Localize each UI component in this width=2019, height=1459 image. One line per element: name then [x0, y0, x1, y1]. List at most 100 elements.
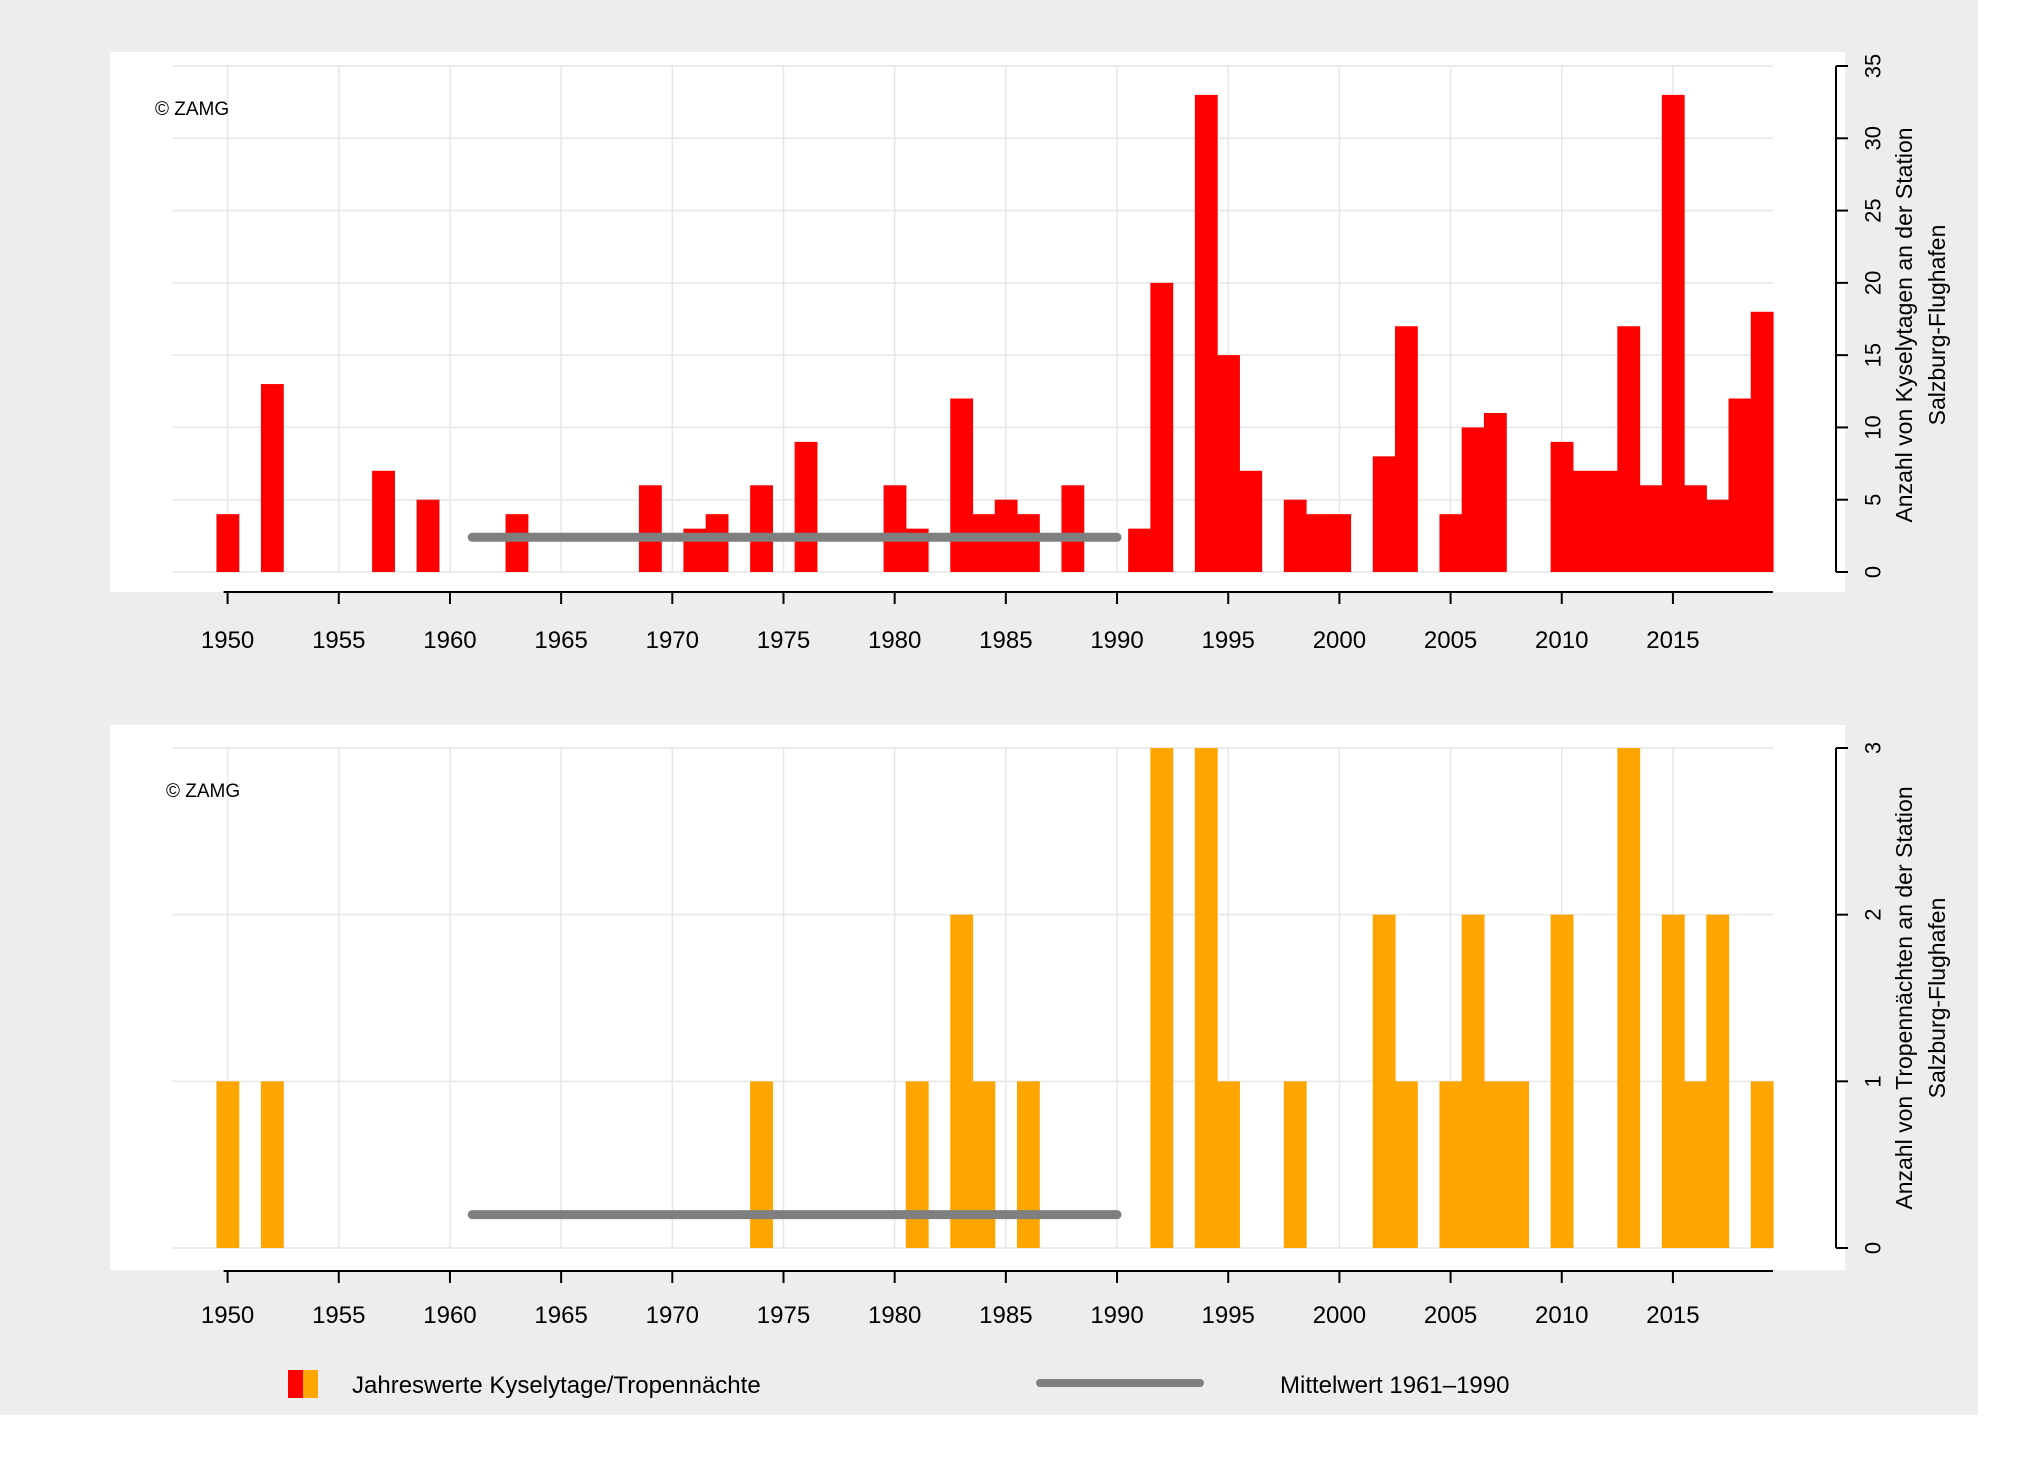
bar-2010	[1550, 914, 1574, 1248]
bar-2010	[1550, 441, 1574, 572]
y-axis-title: Anzahl von Kyselytagen an der Station	[1891, 127, 1917, 522]
bar-2012	[1595, 470, 1618, 572]
bar-2007	[1483, 412, 1507, 572]
x-tick-label: 1985	[979, 627, 1032, 654]
bar-1984	[972, 1081, 996, 1248]
copyright-label: © ZAMG	[166, 781, 240, 802]
x-tick-label: 2010	[1535, 1302, 1588, 1329]
bar-1974	[750, 485, 773, 572]
x-tick-label: 1995	[1202, 627, 1255, 654]
y-tick-label: 0	[1861, 1242, 1886, 1254]
x-tick-label: 1990	[1090, 1302, 1143, 1329]
x-tick-label: 2000	[1313, 627, 1366, 654]
kyselytage-chart: © ZAMG 1950 1955 1960 1965 1970 1975 1980 1985 19…	[110, 52, 1950, 654]
bar-2018	[1728, 398, 1752, 572]
bar-1996	[1239, 470, 1263, 572]
legend-bars-label: Jahreswerte Kyselytage/Tropennächte	[352, 1372, 761, 1399]
y-tick-label: 35	[1861, 54, 1886, 78]
bar-2016	[1684, 1081, 1707, 1248]
bar-1986	[1016, 1081, 1040, 1248]
bar-1991	[1128, 528, 1151, 572]
y-tick-label: 0	[1861, 566, 1886, 578]
y-axis-title-station: Salzburg-Flughafen	[1924, 898, 1950, 1099]
copyright-label: © ZAMG	[155, 99, 229, 120]
x-tick-label: 1955	[312, 1302, 365, 1329]
y-tick-label: 10	[1861, 415, 1886, 439]
legend-swatch-kyselytage	[288, 1370, 303, 1398]
bar-2006	[1461, 427, 1485, 572]
bar-1994	[1194, 748, 1218, 1248]
bar-2013	[1617, 326, 1641, 572]
bar-1952	[260, 384, 284, 572]
bar-2006	[1461, 914, 1485, 1248]
x-tick-label: 1980	[868, 627, 921, 654]
bar-2016	[1684, 485, 1707, 572]
bar-1963	[505, 514, 529, 572]
bar-1959	[416, 499, 440, 572]
y-axis-title: Anzahl von Tropennächten an der Station	[1891, 786, 1917, 1209]
bar-1980	[883, 485, 907, 572]
bar-2007	[1483, 1081, 1507, 1248]
x-tick-label: 1970	[646, 627, 699, 654]
bar-2019	[1750, 1081, 1774, 1248]
bar-1984	[972, 514, 996, 572]
bar-2000	[1328, 514, 1352, 572]
y-tick-label: 20	[1861, 271, 1886, 295]
y-tick-label: 15	[1861, 343, 1886, 367]
bar-1983	[950, 398, 974, 572]
y-tick-label: 1	[1861, 1075, 1886, 1087]
bar-1972	[705, 514, 729, 572]
bar-1988	[1061, 485, 1085, 572]
bar-2013	[1617, 748, 1641, 1248]
bar-1998	[1283, 499, 1307, 572]
bar-1994	[1194, 94, 1218, 573]
legend-mean-label: Mittelwert 1961–1990	[1280, 1372, 1509, 1399]
bar-2003	[1394, 1081, 1418, 1248]
legend: Jahreswerte Kyselytage/Tropennächte Mitt…	[288, 1370, 1509, 1399]
bar-1986	[1016, 514, 1040, 572]
bar-1969	[638, 485, 662, 572]
bar-2003	[1394, 326, 1418, 572]
x-tick-label: 2015	[1646, 627, 1699, 654]
x-tick-label: 1970	[646, 1302, 699, 1329]
bar-2002	[1372, 914, 1396, 1248]
bar-1992	[1150, 282, 1174, 572]
bar-1957	[372, 470, 395, 572]
x-tick-label: 2005	[1424, 1302, 1477, 1329]
bar-1995	[1217, 1081, 1240, 1248]
x-tick-label: 2005	[1424, 627, 1477, 654]
bar-2015	[1661, 914, 1685, 1248]
bar-1995	[1217, 355, 1240, 572]
y-tick-label: 30	[1861, 126, 1886, 150]
x-tick-label: 1965	[534, 627, 587, 654]
x-tick-label: 1975	[757, 627, 810, 654]
bar-2011	[1572, 470, 1596, 572]
bar-1950	[216, 514, 240, 572]
y-axis-title-station: Salzburg-Flughafen	[1924, 225, 1950, 426]
y-tick-label: 2	[1861, 909, 1886, 921]
x-tick-label: 1950	[201, 627, 254, 654]
bar-1992	[1150, 748, 1174, 1248]
x-tick-label: 1975	[757, 1302, 810, 1329]
bar-1952	[260, 1081, 284, 1248]
bar-2005	[1439, 1081, 1463, 1248]
x-tick-label: 1960	[423, 1302, 476, 1329]
x-tick-label: 1965	[534, 1302, 587, 1329]
bar-2019	[1750, 311, 1774, 572]
legend-swatch-tropennaechte	[303, 1370, 318, 1398]
bar-2005	[1439, 514, 1463, 572]
bar-1981	[905, 1081, 929, 1248]
x-tick-label: 1995	[1202, 1302, 1255, 1329]
bar-2014	[1639, 485, 1663, 572]
y-tick-label: 5	[1861, 494, 1886, 506]
x-tick-label: 2015	[1646, 1302, 1699, 1329]
x-tick-label: 1950	[201, 1302, 254, 1329]
bar-1983	[950, 914, 974, 1248]
x-tick-label: 1990	[1090, 627, 1143, 654]
bar-1998	[1283, 1081, 1307, 1248]
bar-1974	[750, 1081, 773, 1248]
bar-1976	[794, 441, 818, 572]
bar-2017	[1706, 499, 1730, 572]
x-tick-label: 2000	[1313, 1302, 1366, 1329]
